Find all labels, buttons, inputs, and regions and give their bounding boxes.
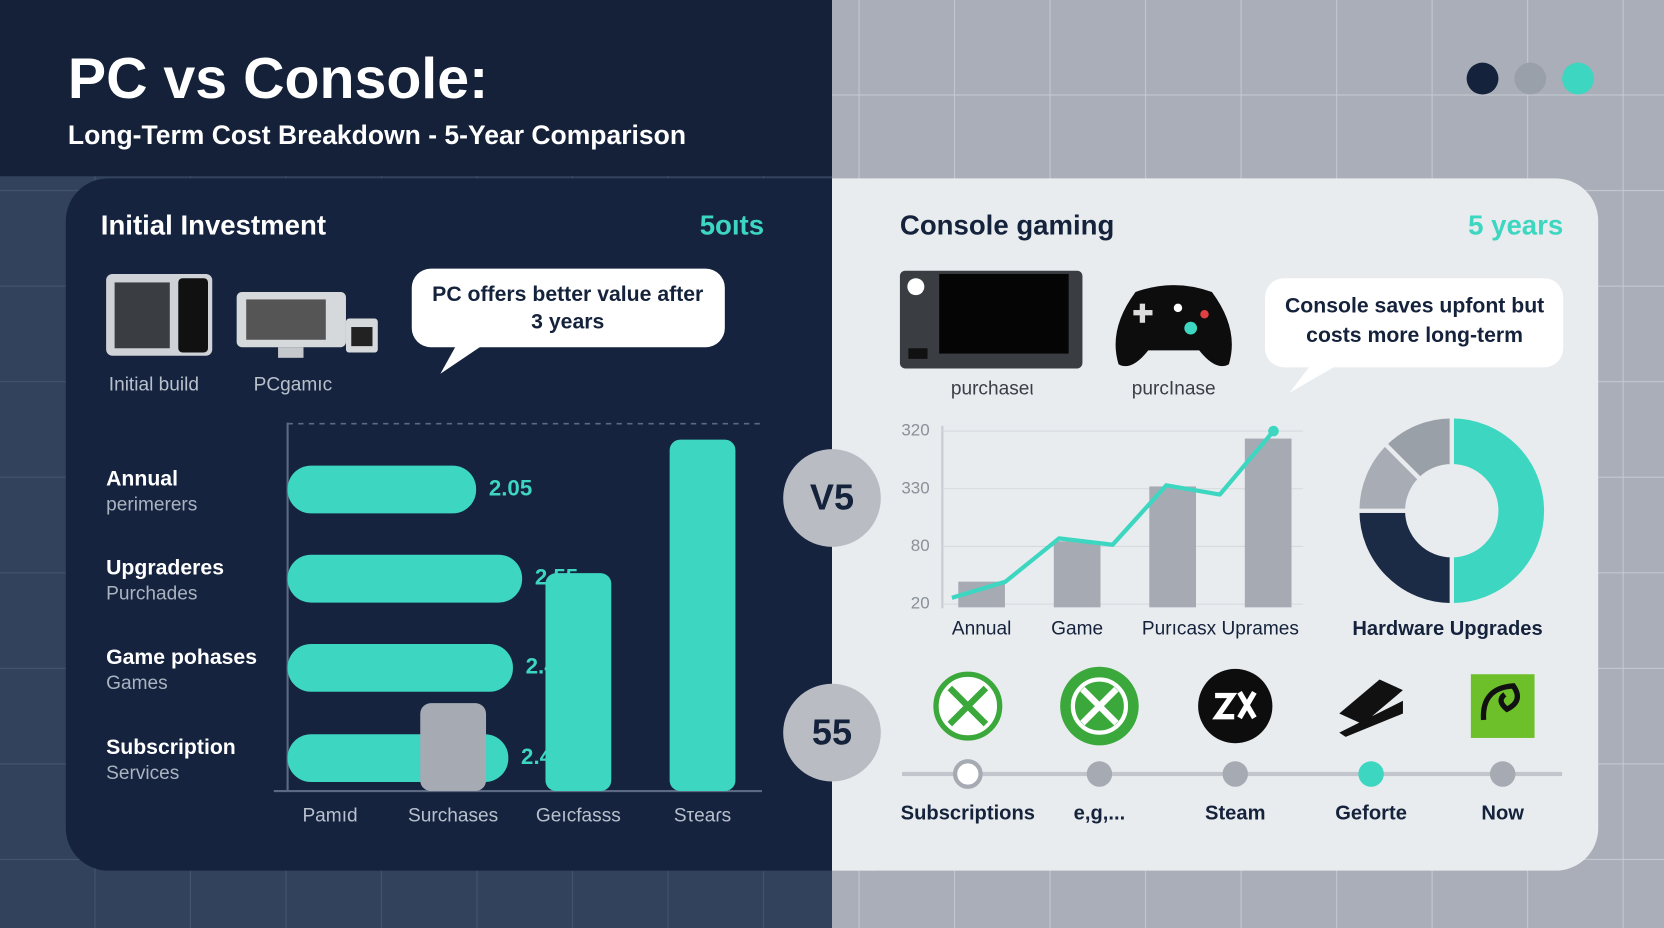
bar bbox=[287, 554, 523, 603]
page-dot bbox=[1562, 62, 1594, 95]
donut-title: Hardware Upgrades bbox=[1352, 618, 1542, 640]
title: PC vs Console: bbox=[68, 47, 488, 111]
vs-badge bbox=[783, 449, 881, 547]
callout-text: costs more long-term bbox=[1306, 324, 1523, 347]
bar bbox=[287, 465, 477, 514]
category-label: Upgraderes bbox=[106, 557, 224, 580]
vs-badge-text: 55 bbox=[812, 711, 852, 752]
y-tick-label: 80 bbox=[911, 536, 930, 555]
timeline-dot bbox=[1489, 761, 1516, 787]
icon-label: PCgamıc bbox=[254, 374, 333, 395]
service-label: e,g,... bbox=[1074, 803, 1126, 825]
panel-badge: 5oıts bbox=[700, 209, 764, 240]
donut-segment bbox=[1355, 508, 1454, 608]
service-label: Now bbox=[1481, 803, 1524, 825]
category-sublabel: Games bbox=[106, 673, 168, 694]
page-dot bbox=[1514, 62, 1547, 95]
y-tick-label: 320 bbox=[901, 421, 929, 440]
category-label: Annual bbox=[106, 468, 178, 491]
service-label: Geforte bbox=[1335, 803, 1407, 825]
x-tick-label: Pamıd bbox=[302, 806, 357, 827]
donut-segment bbox=[1449, 414, 1549, 608]
header-band bbox=[0, 0, 832, 177]
x-tick-label: Annual bbox=[952, 619, 1011, 640]
category-sublabel: Purchades bbox=[106, 584, 197, 605]
bar bbox=[420, 703, 487, 792]
timeline-dot bbox=[1086, 761, 1113, 787]
timeline-dot bbox=[1358, 761, 1384, 787]
category-label: Subscription bbox=[106, 736, 236, 759]
vs-badge-text: V5 bbox=[810, 477, 854, 518]
controller-icon bbox=[1115, 285, 1232, 367]
timeline-dot bbox=[952, 759, 983, 789]
y-tick-label: 20 bbox=[911, 594, 930, 613]
bar bbox=[1244, 438, 1292, 608]
callout-bubble bbox=[1264, 278, 1564, 393]
x-tick-label: Game bbox=[1051, 619, 1103, 640]
icon-label: purchaseι bbox=[951, 379, 1034, 400]
category-sublabel: perimerers bbox=[106, 494, 197, 515]
line-end-dot bbox=[1268, 425, 1279, 437]
console-icon bbox=[899, 270, 1083, 369]
category-sublabel: Services bbox=[106, 763, 179, 784]
panel-title: Console gaming bbox=[900, 209, 1114, 240]
bar bbox=[1053, 541, 1101, 608]
icon-label: Initial build bbox=[109, 374, 199, 395]
panel-title: Initial Investment bbox=[101, 209, 326, 240]
pc-tower-icon bbox=[106, 273, 213, 356]
callout-text: Console saves upfont but bbox=[1285, 294, 1544, 317]
pc-monitor-icon bbox=[236, 291, 378, 358]
service-label: Steam bbox=[1205, 803, 1265, 825]
x-tick-label: Geıcfasss bbox=[536, 806, 621, 827]
x-tick-label: Surchases bbox=[408, 806, 498, 827]
category-label: Game pohases bbox=[106, 646, 257, 669]
callout-text: PC offers better value after bbox=[432, 283, 703, 306]
x-tick-label: Sτeaɾs bbox=[674, 806, 731, 827]
bar bbox=[1149, 486, 1196, 608]
donut-segment bbox=[1381, 414, 1454, 483]
callout-text: 3 years bbox=[531, 310, 604, 333]
panel-badge: 5 years bbox=[1468, 209, 1563, 240]
bar bbox=[669, 439, 736, 792]
subtitle: Long-Term Cost Breakdown - 5-Year Compar… bbox=[68, 120, 686, 150]
timeline-dot bbox=[1222, 761, 1248, 787]
service-logos bbox=[933, 666, 1535, 746]
callout-bubble bbox=[411, 268, 725, 374]
bar bbox=[287, 643, 513, 692]
icon-label: purcInase bbox=[1132, 379, 1216, 400]
y-tick-label: 330 bbox=[901, 478, 929, 497]
line bbox=[951, 429, 1276, 600]
page-dot bbox=[1466, 62, 1499, 95]
service-label: Subscriptions bbox=[901, 803, 1035, 825]
x-tick-label: Purıcasx Upramеs bbox=[1142, 619, 1299, 640]
vs-badge bbox=[783, 683, 881, 782]
data-label: 2.05 bbox=[489, 475, 532, 500]
bar bbox=[545, 573, 612, 792]
